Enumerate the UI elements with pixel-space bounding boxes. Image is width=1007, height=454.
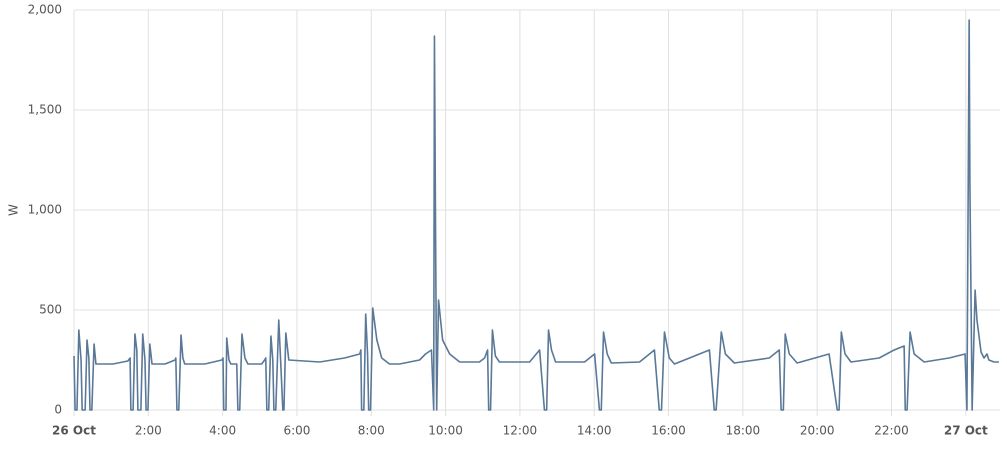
- y-tick-label: 1,500: [28, 103, 62, 117]
- y-tick-label: 500: [39, 303, 62, 317]
- x-tick-label: 20:00: [800, 424, 835, 438]
- y-axis-label: W: [7, 204, 21, 216]
- x-tick-label: 27 Oct: [944, 424, 988, 438]
- x-tick-label: 12:00: [503, 424, 538, 438]
- x-tick-label: 22:00: [874, 424, 909, 438]
- data-line: [73, 19, 999, 411]
- y-tick-label: 2,000: [28, 3, 62, 17]
- x-tick-label: 6:00: [283, 424, 310, 438]
- x-tick-label: 2:00: [135, 424, 162, 438]
- x-tick-label: 4:00: [209, 424, 236, 438]
- y-tick-label: 1,000: [28, 203, 62, 217]
- x-tick-label: 8:00: [358, 424, 385, 438]
- y-tick-label: 0: [54, 403, 62, 417]
- x-tick-label: 14:00: [577, 424, 612, 438]
- x-tick-label: 16:00: [651, 424, 686, 438]
- x-tick-label: 10:00: [428, 424, 463, 438]
- x-tick-label: 18:00: [726, 424, 761, 438]
- x-tick-label: 26 Oct: [52, 424, 96, 438]
